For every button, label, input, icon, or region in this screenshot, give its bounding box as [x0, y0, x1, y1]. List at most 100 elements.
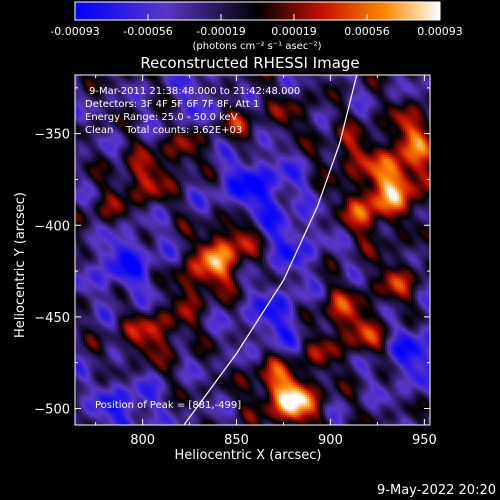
- heatmap-cell: [237, 79, 240, 82]
- heatmap-cell: [85, 79, 88, 82]
- heatmap-cell: [101, 91, 104, 94]
- heatmap-cell: [81, 81, 84, 84]
- heatmap-cell: [371, 89, 374, 92]
- heatmap-cell: [369, 77, 372, 80]
- heatmap-cell: [173, 83, 176, 86]
- heatmap-cell: [285, 87, 288, 90]
- heatmap-cell: [131, 101, 134, 104]
- heatmap-cell: [247, 91, 250, 94]
- heatmap-cell: [269, 93, 272, 96]
- heatmap-cell: [171, 89, 174, 92]
- heatmap-cell: [233, 93, 236, 96]
- heatmap-cell: [287, 95, 290, 98]
- heatmap-cell: [383, 77, 386, 80]
- heatmap-cell: [265, 93, 268, 96]
- heatmap-cell: [91, 91, 94, 94]
- heatmap-cell: [181, 91, 184, 94]
- heatmap-cell: [377, 91, 380, 94]
- heatmap-cell: [359, 91, 362, 94]
- heatmap-cell: [391, 83, 394, 86]
- heatmap-cell: [131, 81, 134, 84]
- heatmap-cell: [91, 97, 94, 100]
- heatmap-cell: [295, 77, 298, 80]
- heatmap-cell: [333, 91, 336, 94]
- heatmap-cell: [261, 87, 264, 90]
- heatmap-cell: [291, 83, 294, 86]
- heatmap-cell: [417, 85, 420, 88]
- heatmap-cell: [85, 99, 88, 102]
- heatmap-cell: [281, 79, 284, 82]
- heatmap-cell: [235, 85, 238, 88]
- heatmap-cell: [371, 75, 374, 78]
- heatmap-cell: [315, 95, 318, 98]
- heatmap-cell: [123, 81, 126, 84]
- heatmap-cell: [105, 75, 108, 78]
- heatmap-cell: [217, 101, 220, 104]
- heatmap-cell: [115, 87, 118, 90]
- heatmap-cell: [297, 93, 300, 96]
- heatmap-cell: [329, 99, 332, 102]
- heatmap-cell: [147, 101, 150, 104]
- heatmap-cell: [251, 79, 254, 82]
- heatmap-cell: [369, 85, 372, 88]
- heatmap-cell: [255, 93, 258, 96]
- heatmap-cell: [413, 81, 416, 84]
- heatmap-cell: [259, 81, 262, 84]
- heatmap-cell: [225, 93, 228, 96]
- heatmap-cell: [267, 99, 270, 102]
- heatmap-cell: [115, 95, 118, 98]
- heatmap-cell: [419, 75, 422, 78]
- heatmap-cell: [353, 75, 356, 78]
- heatmap-cell: [207, 87, 210, 90]
- plot-area: 9-Mar-2011 21:38:48.000 to 21:42:48.000 …: [74, 74, 431, 426]
- heatmap-cell: [257, 75, 260, 78]
- heatmap-cell: [329, 87, 332, 90]
- heatmap-cell: [381, 83, 384, 86]
- heatmap-cell: [247, 95, 250, 98]
- heatmap-cell: [211, 81, 214, 84]
- heatmap-cell: [267, 79, 270, 82]
- heatmap-cell: [109, 95, 112, 98]
- heatmap-cell: [421, 85, 424, 88]
- heatmap-cell: [97, 95, 100, 98]
- heatmap-cell: [267, 89, 270, 92]
- heatmap-cell: [121, 99, 124, 102]
- heatmap-cell: [309, 75, 312, 78]
- heatmap-cell: [107, 91, 110, 94]
- heatmap-cell: [107, 79, 110, 82]
- heatmap-cell: [95, 101, 98, 104]
- heatmap-cell: [417, 75, 420, 78]
- heatmap-cell: [89, 93, 92, 96]
- heatmap-cell: [353, 99, 356, 102]
- heatmap-cell: [75, 85, 78, 88]
- heatmap-cell: [287, 99, 290, 102]
- heatmap-cell: [267, 81, 270, 84]
- heatmap-cell: [249, 89, 252, 92]
- heatmap-cell: [223, 89, 226, 92]
- heatmap-cell: [141, 81, 144, 84]
- heatmap-cell: [353, 97, 356, 100]
- heatmap-cell: [195, 83, 198, 86]
- heatmap-cell: [179, 97, 182, 100]
- heatmap-cell: [265, 99, 268, 102]
- heatmap-cell: [419, 81, 422, 84]
- heatmap-cell: [265, 87, 268, 90]
- heatmap-cell: [417, 99, 420, 102]
- heatmap-cell: [149, 95, 152, 98]
- heatmap-cell: [405, 81, 408, 84]
- heatmap-cell: [407, 91, 410, 94]
- heatmap-cell: [173, 95, 176, 98]
- heatmap-cell: [363, 87, 366, 90]
- heatmap-cell: [385, 83, 388, 86]
- heatmap-cell: [127, 83, 130, 86]
- heatmap-cell: [351, 85, 354, 88]
- heatmap-cell: [373, 85, 376, 88]
- heatmap-cell: [241, 79, 244, 82]
- heatmap-cell: [297, 99, 300, 102]
- heatmap-cell: [419, 89, 422, 92]
- heatmap-cell: [117, 85, 120, 88]
- heatmap-cell: [79, 81, 82, 84]
- heatmap-cell: [299, 89, 302, 92]
- heatmap-cell: [425, 83, 428, 86]
- heatmap-cell: [117, 95, 120, 98]
